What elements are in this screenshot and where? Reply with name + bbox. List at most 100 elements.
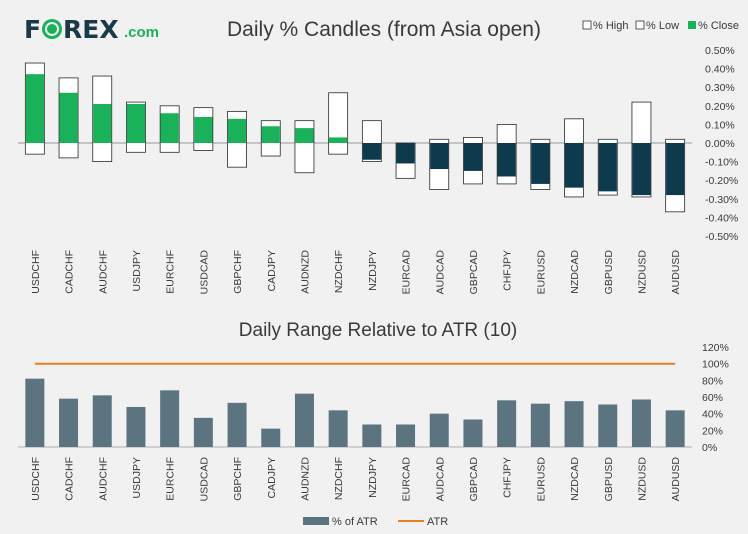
atr-xtick-label: AUDCHF xyxy=(97,457,109,501)
candles-xtick-label: CADCHF xyxy=(64,250,76,294)
candles-xtick-label: EURCHF xyxy=(165,250,177,294)
atr-xtick-label: AUDNZD xyxy=(299,457,311,501)
atr-plot: 120% 100% 80% 60% 40% 20% 0% USDCHF CADCHF AUDCHF… xyxy=(18,342,729,501)
logo-suffix: .com xyxy=(124,24,159,41)
candles-plot: 0.50% 0.40% 0.30% 0.20% 0.10% 0.00% -0.10% -0.2… xyxy=(18,45,738,294)
candle-close-bar xyxy=(362,143,381,160)
legend-low-label: % Low xyxy=(646,20,679,32)
candle-close-bar xyxy=(227,118,247,143)
candles-xtick-label: USDCAD xyxy=(198,250,210,295)
atr-pct-bar xyxy=(631,399,651,447)
candles-xtick-label: AUDUSD xyxy=(670,250,682,295)
candles-xtick-label: NZDUSD xyxy=(636,250,648,294)
candles-xtick-label: CHFJPY xyxy=(502,250,514,291)
atr-pct-bar xyxy=(92,395,112,447)
atr-ytick-label: 120% xyxy=(702,342,729,354)
candles-ytick-label: 0.40% xyxy=(705,64,735,76)
candles-ytick-label: -0.20% xyxy=(705,175,738,187)
candle-close-bar xyxy=(59,92,78,143)
candle-close-bar xyxy=(25,74,44,143)
candles-xtick-label: EURCAD xyxy=(401,250,413,295)
candles-ytick-label: -0.40% xyxy=(705,212,738,224)
candles-ytick-label: 0.20% xyxy=(705,101,735,113)
atr-xtick-label: NZDJPY xyxy=(367,457,379,498)
candles-xtick-label: EURUSD xyxy=(535,250,547,295)
candle-range-bar xyxy=(328,92,349,155)
candle-close-bar xyxy=(261,126,280,143)
candles-ytick-label: -0.30% xyxy=(705,194,738,206)
forex-logo: F REX .com xyxy=(24,15,159,44)
candles-xtick-label: AUDNZD xyxy=(299,250,311,294)
candles-xtick-label: USDCHF xyxy=(30,250,42,294)
atr-pct-bar xyxy=(598,404,618,447)
atr-xtick-label: EURUSD xyxy=(535,457,547,502)
atr-pct-bar xyxy=(497,400,517,447)
candle-close-bar xyxy=(497,143,516,177)
atr-pct-bar xyxy=(160,390,180,447)
atr-ytick-label: 60% xyxy=(702,392,723,404)
candles-ytick-label: -0.10% xyxy=(705,157,738,169)
atr-xtick-label: CHFJPY xyxy=(502,457,514,498)
atr-pct-bar xyxy=(665,410,685,447)
atr-xtick-label: NZDCHF xyxy=(333,457,345,500)
candle-close-bar xyxy=(160,113,179,143)
legend-high-swatch xyxy=(582,20,592,30)
atr-xtick-label: CADJPY xyxy=(266,457,278,498)
atr-ytick-label: 20% xyxy=(702,425,723,437)
atr-pct-bar xyxy=(362,424,382,447)
candles-xtick-label: USDJPY xyxy=(131,250,143,291)
atr-xtick-label: GBPUSD xyxy=(603,457,615,502)
candle-close-bar xyxy=(295,128,314,143)
atr-xtick-label: USDCAD xyxy=(198,457,210,502)
candle-close-bar xyxy=(564,143,584,188)
candles-ytick-label: 0.00% xyxy=(705,138,735,150)
atr-xtick-label: AUDCAD xyxy=(434,457,446,502)
legend-atr-label: ATR xyxy=(427,516,448,528)
legend-close-label: % Close xyxy=(698,20,739,32)
candle-close-bar xyxy=(329,137,348,143)
candle-close-bar xyxy=(598,143,617,192)
candles-xtick-label: NZDCAD xyxy=(569,250,581,294)
atr-pct-bar xyxy=(396,424,416,447)
candles-xtick-label: GBPUSD xyxy=(603,250,615,295)
atr-ytick-label: 100% xyxy=(702,359,729,371)
atr-xtick-label: NZDCAD xyxy=(569,457,581,501)
candles-xtick-label: AUDCHF xyxy=(97,250,109,294)
candles-ytick-label: -0.50% xyxy=(705,231,738,243)
atr-pct-bar xyxy=(530,403,550,447)
logo-letters-rex: REX xyxy=(63,15,119,44)
logo-letter-f: F xyxy=(24,15,41,44)
atr-pct-bar xyxy=(328,410,348,447)
atr-pct-bar xyxy=(193,417,213,447)
atr-pct-bar xyxy=(126,407,146,447)
atr-xtick-label: EURCHF xyxy=(165,457,177,501)
atr-ytick-label: 40% xyxy=(702,409,723,421)
atr-pct-bar xyxy=(261,428,281,447)
atr-ytick-label: 0% xyxy=(702,442,717,454)
candles-legend: % High % Low % Close xyxy=(582,20,739,32)
candles-xtick-label: NZDJPY xyxy=(367,250,379,291)
candle-close-bar xyxy=(632,143,651,196)
atr-pct-bar xyxy=(429,413,449,447)
candle-close-bar xyxy=(666,143,685,196)
atr-xtick-label: USDJPY xyxy=(131,457,143,498)
atr-xtick-label: USDCHF xyxy=(30,457,42,501)
atr-pct-bar xyxy=(59,398,79,447)
atr-xtick-label: NZDUSD xyxy=(636,457,648,501)
candle-close-bar xyxy=(396,143,415,164)
atr-xtick-label: CADCHF xyxy=(64,457,76,501)
candles-xtick-label: GBPCHF xyxy=(232,250,244,294)
atr-legend: % of ATR ATR xyxy=(303,516,448,528)
atr-xtick-label: AUDUSD xyxy=(670,457,682,502)
atr-pct-bar xyxy=(227,402,247,447)
candles-xtick-label: CADJPY xyxy=(266,250,278,291)
candles-ytick-label: 0.50% xyxy=(705,45,735,57)
legend-pct-atr-swatch xyxy=(303,517,329,525)
candle-close-bar xyxy=(194,116,213,143)
candles-xtick-label: AUDCAD xyxy=(434,250,446,295)
candle-close-bar xyxy=(463,143,483,171)
candle-close-bar xyxy=(126,103,146,143)
atr-xtick-label: GBPCHF xyxy=(232,457,244,501)
atr-xtick-label: EURCAD xyxy=(401,457,413,502)
